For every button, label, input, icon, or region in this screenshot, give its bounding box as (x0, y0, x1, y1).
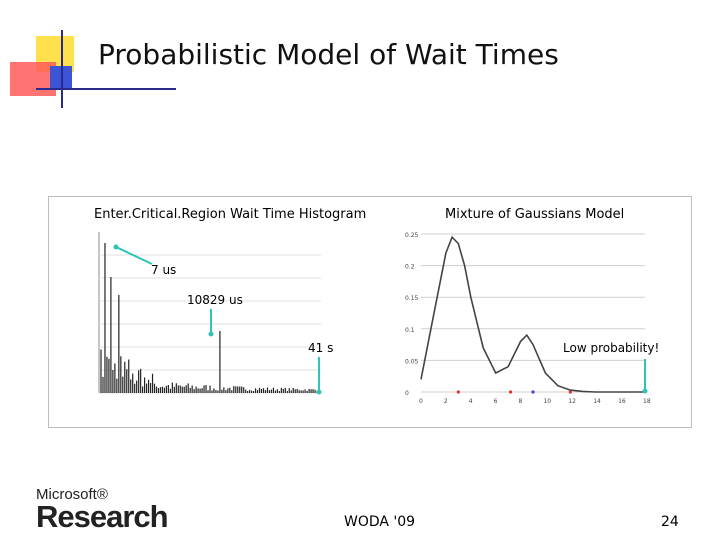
mixture-x-tick: 18 (643, 398, 651, 405)
mixture-data-point (531, 390, 535, 394)
mixture-x-tick: 12 (568, 398, 576, 405)
mixture-y-tick: 0.05 (405, 358, 419, 365)
arrow-7us-dot (113, 244, 119, 250)
mixture-y-tick: 0 (405, 390, 409, 397)
slide-title: Probabilistic Model of Wait Times (98, 38, 559, 71)
mixture-data-point (456, 390, 460, 394)
charts-canvas: 0 0.05 0.1 0.15 0.2 0.25 0 2 4 6 8 10 12 14 16 18 (98, 232, 651, 405)
mixture-curve (420, 235, 645, 393)
mixture-x-tick: 0 (419, 398, 423, 405)
annotation-7us: 7 us (151, 263, 177, 277)
mixture-y-tick: 0.2 (405, 264, 415, 271)
logo-microsoft: Microsoft® (36, 486, 108, 503)
decor-horizontal-line (36, 88, 176, 90)
decor-red-square (10, 62, 56, 96)
annotation-10829us: 10829 us (187, 293, 243, 307)
mixture-x-tick: 14 (593, 398, 601, 405)
mixture-y-tick: 0.25 (405, 232, 419, 239)
logo-research: Research (36, 499, 169, 534)
mixture-data-point (509, 390, 513, 394)
annotation-41s: 41 s (308, 341, 334, 355)
histogram-title: Enter.Critical.Region Wait Time Histogra… (94, 207, 367, 222)
chart-panel: 0 0.05 0.1 0.15 0.2 0.25 0 2 4 6 8 10 12 14 16 18 Enter… (48, 196, 692, 428)
arrow-7us (115, 246, 153, 265)
decor-vertical-line (61, 30, 63, 108)
mixture-x-tick: 2 (444, 398, 448, 405)
mixture-x-tick: 4 (469, 398, 473, 405)
microsoft-research-logo: Microsoft® Research (36, 486, 169, 534)
mixture-title: Mixture of Gaussians Model (445, 207, 625, 222)
mixture-y-tick: 0.15 (405, 295, 419, 302)
arrow-10829us-dot (208, 331, 214, 337)
arrow-low-probability-dot (642, 388, 648, 394)
mixture-x-tick: 10 (543, 398, 551, 405)
annotation-low-probability: Low probability! (563, 341, 660, 355)
mixture-data-point (568, 390, 572, 394)
mixture-x-tick: 6 (494, 398, 498, 405)
footer-conference: WODA '09 (344, 514, 416, 530)
mixture-x-tick: 8 (519, 398, 523, 405)
mixture-y-tick: 0.1 (405, 327, 415, 334)
arrow-41s-dot (316, 389, 322, 395)
page-number: 24 (661, 514, 679, 530)
mixture-x-tick: 16 (618, 398, 626, 405)
